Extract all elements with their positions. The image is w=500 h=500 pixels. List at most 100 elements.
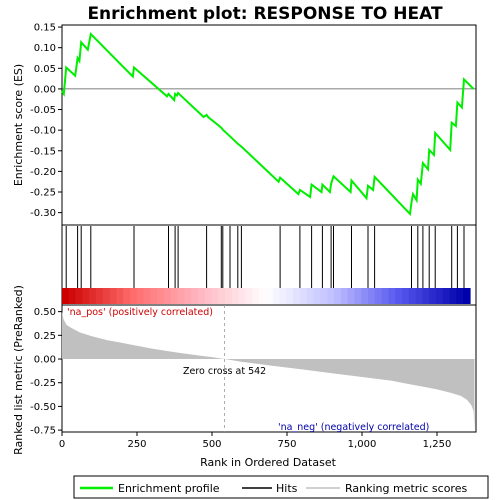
colorbar-segment [109,288,117,304]
ranking-metric-area [62,311,475,431]
colorbar-segment [463,288,471,304]
colorbar-segment [225,288,233,304]
colorbar-segment [130,288,138,304]
colorbar-segment [334,288,342,304]
es-y-tick-label: 0.15 [34,23,56,34]
legend-hits-label: Hits [276,482,298,495]
es-y-tick-label: 0.10 [34,43,56,54]
colorbar-segment [191,288,199,304]
colorbar-segment [449,288,457,304]
colorbar-segment [252,288,260,304]
colorbar-segment [177,288,185,304]
es-y-tick-label: -0.15 [30,146,56,157]
es-y-axis: 0.15 0.10 0.05 0.00 -0.05 -0.10 -0.15 -0.20 -0.2… [30,23,62,219]
hit-marks [65,226,465,288]
colorbar-segment [96,288,104,304]
x-tick-label: 1,250 [423,439,452,450]
x-tick-label: 0 [59,439,65,450]
es-panel: 0.15 0.10 0.05 0.00 -0.05 -0.10 -0.15 -0.20 -0.2… [12,23,477,226]
metric-y-tick-label: 0.25 [34,331,56,342]
colorbar-segment [300,288,308,304]
metric-y-axis: 0.50 0.25 0.00 -0.25 -0.50 -0.75 [30,307,62,437]
colorbar-segment [259,288,267,304]
colorbar-segment [361,288,369,304]
metric-y-tick-label: -0.75 [30,426,56,437]
colorbar-segment [150,288,158,304]
es-y-tick-label: 0.05 [34,64,56,75]
x-tick-label: 500 [202,439,221,450]
x-tick-label: 750 [277,439,296,450]
colorbar-segment [116,288,124,304]
legend-enrichment-label: Enrichment profile [118,482,220,495]
enrichment-profile-line [61,32,475,217]
colorbar-segment [429,288,437,304]
colorbar-segment [75,288,83,304]
colorbar-segment [198,288,206,304]
colorbar-segment [320,288,328,304]
colorbar-segment [436,288,444,304]
colorbar-segment [266,288,274,304]
legend-metric-label: Ranking metric scores [345,482,467,495]
colorbar-segment [415,288,423,304]
positive-label: 'na_pos' (positively correlated) [67,307,213,318]
colorbar-segment [68,288,77,304]
x-tick-label: 1,000 [348,439,377,450]
metric-y-tick-label: -0.50 [30,402,56,413]
colorbar-segment [238,288,247,304]
colorbar-segment [170,288,179,304]
colorbar-segment [286,288,294,304]
colorbar-segment [89,288,97,304]
x-tick-label: 250 [127,439,146,450]
colorbar-segment [422,288,430,304]
chart-title: Enrichment plot: RESPONSE TO HEAT [87,4,443,24]
colorbar-segment [211,288,219,304]
colorbar-segment [354,288,362,304]
colorbar-segment [368,288,376,304]
colorbar-segment [123,288,131,304]
colorbar-segment [408,288,417,304]
es-y-tick-label: -0.10 [30,126,56,137]
colorbar-segment [184,288,192,304]
colorbar-segment [136,288,145,304]
colorbar-segment [395,288,403,304]
colorbar-segment [62,288,70,304]
x-axis: 0 250 500 750 1,000 1,250 [59,432,452,450]
colorbar-segment [381,288,389,304]
es-y-tick-label: -0.05 [30,105,56,116]
colorbar-segment [347,288,355,304]
metric-y-tick-label: 0.00 [34,355,56,366]
colorbar-segment [327,288,335,304]
colorbar-segment [232,288,240,304]
es-y-tick-label: -0.20 [30,167,56,178]
colorbar-segment [245,288,253,304]
negative-label: 'na_neg' (negatively correlated) [278,422,429,433]
colorbar-segment [402,288,410,304]
colorbar-segment [82,288,90,304]
colorbar-segment [456,288,464,304]
colorbar-segment [272,288,281,304]
rank-colorbar [62,288,471,304]
es-y-tick-label: -0.30 [30,208,56,219]
metric-y-label: Ranked list metric (PreRanked) [12,285,25,455]
colorbar-segment [164,288,172,304]
colorbar-segment [442,288,451,304]
hits-panel [61,224,477,306]
zero-cross-label: Zero cross at 542 [183,366,266,377]
colorbar-segment [204,288,213,304]
colorbar-segment [157,288,165,304]
colorbar-segment [102,288,111,304]
metric-panel: 0.50 0.25 0.00 -0.25 -0.50 -0.75 'na_pos' (po… [12,285,477,455]
es-y-label: Enrichment score (ES) [12,64,25,186]
colorbar-segment [374,288,383,304]
metric-y-tick-label: -0.25 [30,378,56,389]
colorbar-segment [306,288,315,304]
colorbar-segment [388,288,396,304]
legend: Enrichment profile Hits Ranking metric s… [73,475,489,499]
x-axis-label: Rank in Ordered Dataset [200,456,337,469]
colorbar-segment [143,288,151,304]
colorbar-segment [340,288,349,304]
es-y-tick-label: -0.25 [30,188,56,199]
legend-box [73,475,489,499]
es-panel-frame [61,24,477,226]
